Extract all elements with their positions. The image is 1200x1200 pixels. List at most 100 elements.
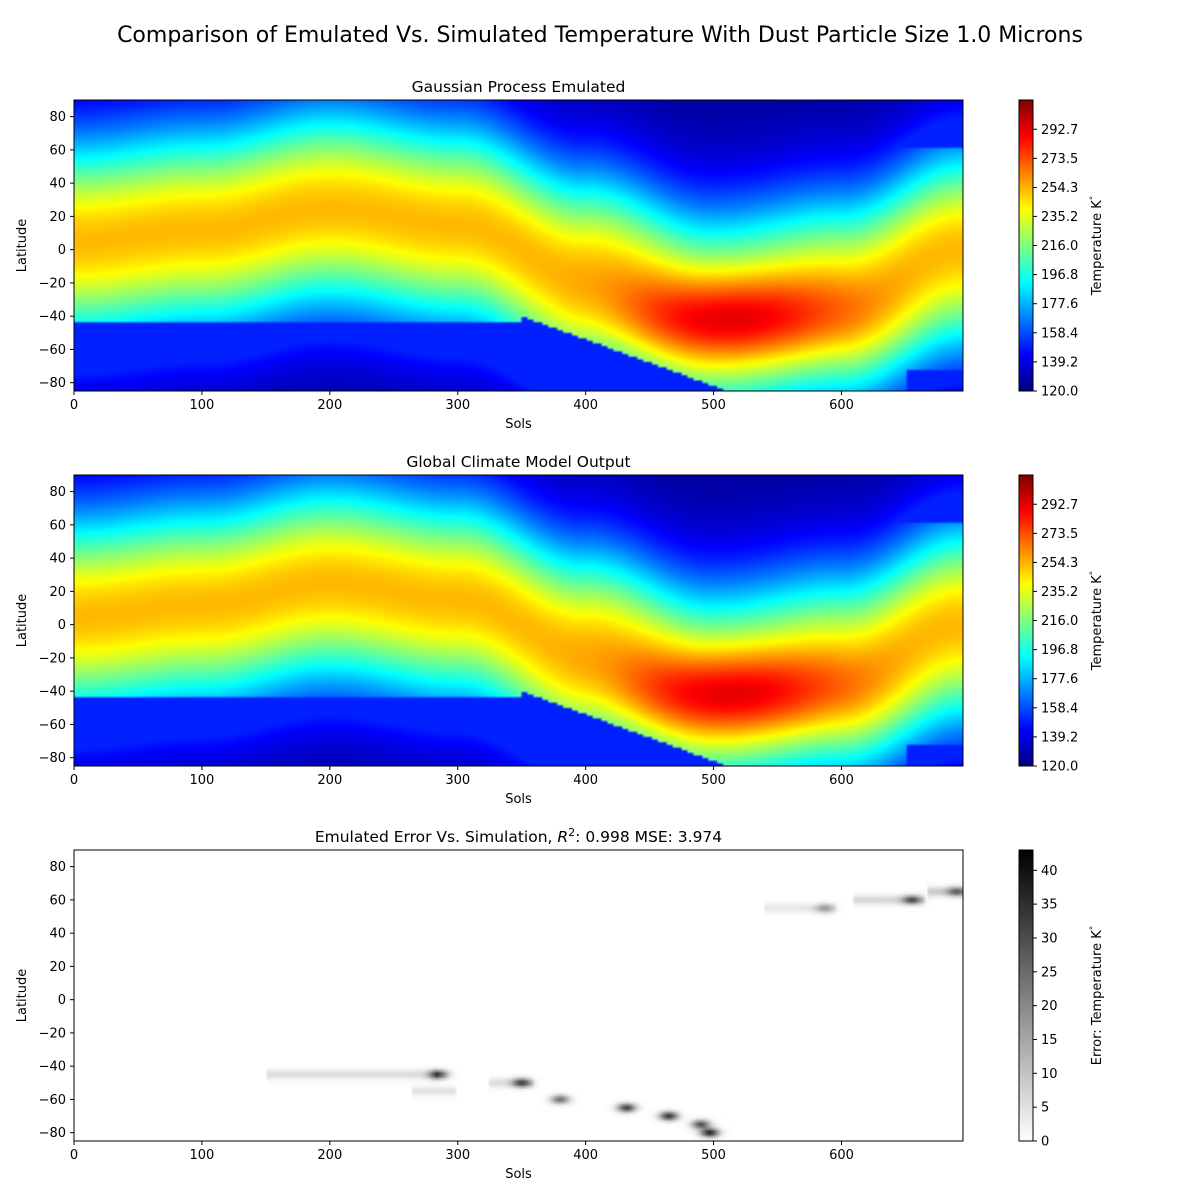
x-tick-label: 0 [70, 1148, 78, 1163]
x-axis-label: Sols [505, 417, 532, 432]
colorbar-tick-label: 139.2 [1041, 355, 1078, 370]
chart-panel-3: Emulated Error Vs. Simulation, R2: 0.998… [15, 826, 1105, 1182]
colorbar-tick-label: 177.6 [1041, 297, 1078, 312]
x-tick-label: 500 [701, 1148, 726, 1163]
figure-title: Comparison of Emulated Vs. Simulated Tem… [117, 23, 1083, 48]
colorbar-label: Temperature K° [1089, 571, 1105, 672]
colorbar-tick-label: 30 [1041, 931, 1058, 946]
colorbar-tick-label: 5 [1041, 1101, 1049, 1116]
y-tick-label: 20 [49, 585, 66, 600]
x-tick-label: 100 [189, 398, 214, 413]
x-tick-label: 500 [701, 398, 726, 413]
colorbar-tick-label: 196.8 [1041, 643, 1078, 658]
y-tick-label: 0 [58, 618, 66, 633]
colorbar-tick-label: 254.3 [1041, 556, 1078, 571]
plot-frame [73, 99, 964, 392]
colorbar: 0 5 10 15 20 25 30 35 40 Error: Temperature K° [1018, 849, 1105, 1150]
y-tick-label: −20 [39, 276, 66, 291]
colorbar-label: Error: Temperature K° [1089, 926, 1105, 1065]
colorbar-tick-label: 15 [1041, 1033, 1058, 1048]
x-tick-label: 200 [317, 398, 342, 413]
y-tick-label: 20 [49, 960, 66, 975]
y-tick-label: −80 [39, 751, 66, 766]
x-tick-label: 100 [189, 1148, 214, 1163]
x-tick-label: 600 [829, 773, 854, 788]
colorbar-tick-label: 235.2 [1041, 585, 1078, 600]
x-tick-label: 0 [70, 398, 78, 413]
x-tick-label: 500 [701, 773, 726, 788]
panel-title: Emulated Error Vs. Simulation, R2: 0.998… [315, 826, 722, 846]
y-tick-label: 0 [58, 993, 66, 1008]
x-tick-label: 300 [445, 1148, 470, 1163]
y-tick-label: 80 [49, 860, 66, 875]
y-axis-label: Latitude [15, 969, 30, 1023]
y-tick-label: −40 [39, 310, 66, 325]
colorbar-gradient [1019, 475, 1033, 766]
y-tick-label: −60 [39, 1093, 66, 1108]
y-tick-label: −80 [39, 1126, 66, 1141]
colorbar-tick-label: 254.3 [1041, 181, 1078, 196]
colorbar: 120.0 139.2 158.4 177.6 196.8 216.0 235.2 254.3… [1018, 474, 1105, 775]
y-tick-label: 80 [49, 485, 66, 500]
y-tick-label: 40 [49, 927, 66, 942]
x-tick-label: 400 [573, 773, 598, 788]
colorbar-tick-label: 158.4 [1041, 701, 1078, 716]
x-tick-label: 300 [445, 398, 470, 413]
colorbar-tick-label: 273.5 [1041, 527, 1078, 542]
colorbar-gradient [1019, 100, 1033, 391]
colorbar-tick-label: 273.5 [1041, 152, 1078, 167]
colorbar-tick-label: 35 [1041, 898, 1058, 913]
y-tick-label: −20 [39, 651, 66, 666]
colorbar-tick-label: 177.6 [1041, 672, 1078, 687]
y-tick-label: −80 [39, 376, 66, 391]
colorbar-tick-label: 216.0 [1041, 614, 1078, 629]
x-tick-label: 400 [573, 398, 598, 413]
plot-frame [73, 474, 964, 767]
colorbar-tick-label: 10 [1041, 1067, 1058, 1082]
colorbar-tick-label: 20 [1041, 999, 1058, 1014]
y-tick-label: 0 [58, 243, 66, 258]
panel-title: Global Climate Model Output [406, 453, 630, 471]
y-tick-label: −60 [39, 343, 66, 358]
colorbar-label: Temperature K° [1089, 196, 1105, 297]
colorbar: 120.0 139.2 158.4 177.6 196.8 216.0 235.2 254.3… [1018, 99, 1105, 400]
colorbar-tick-label: 216.0 [1041, 239, 1078, 254]
x-axis-label: Sols [505, 792, 532, 807]
x-tick-label: 600 [829, 398, 854, 413]
colorbar-tick-label: 120.0 [1041, 760, 1078, 775]
y-tick-label: 40 [49, 552, 66, 567]
panel-title: Gaussian Process Emulated [412, 78, 626, 96]
colorbar-tick-label: 158.4 [1041, 326, 1078, 341]
y-axis-label: Latitude [15, 594, 30, 648]
x-tick-label: 300 [445, 773, 470, 788]
heatmap-image [74, 475, 963, 766]
y-axis-label: Latitude [15, 219, 30, 273]
heatmap-image [74, 100, 963, 391]
y-tick-label: 60 [49, 518, 66, 533]
y-tick-label: 40 [49, 177, 66, 192]
x-tick-label: 600 [829, 1148, 854, 1163]
x-tick-label: 200 [317, 1148, 342, 1163]
y-tick-label: 60 [49, 143, 66, 158]
colorbar-frame [1018, 849, 1034, 1142]
x-tick-label: 100 [189, 773, 214, 788]
y-tick-label: −60 [39, 718, 66, 733]
y-tick-label: 80 [49, 110, 66, 125]
colorbar-gradient [1019, 850, 1033, 1141]
colorbar-tick-label: 0 [1041, 1135, 1049, 1150]
y-tick-label: −20 [39, 1026, 66, 1041]
x-tick-label: 0 [70, 773, 78, 788]
colorbar-tick-label: 40 [1041, 864, 1058, 879]
heatmap-image [74, 850, 963, 1141]
y-tick-label: −40 [39, 1060, 66, 1075]
colorbar-tick-label: 292.7 [1041, 123, 1078, 138]
x-tick-label: 200 [317, 773, 342, 788]
colorbar-tick-label: 196.8 [1041, 268, 1078, 283]
colorbar-tick-label: 292.7 [1041, 498, 1078, 513]
colorbar-tick-label: 120.0 [1041, 385, 1078, 400]
y-tick-label: 20 [49, 210, 66, 225]
